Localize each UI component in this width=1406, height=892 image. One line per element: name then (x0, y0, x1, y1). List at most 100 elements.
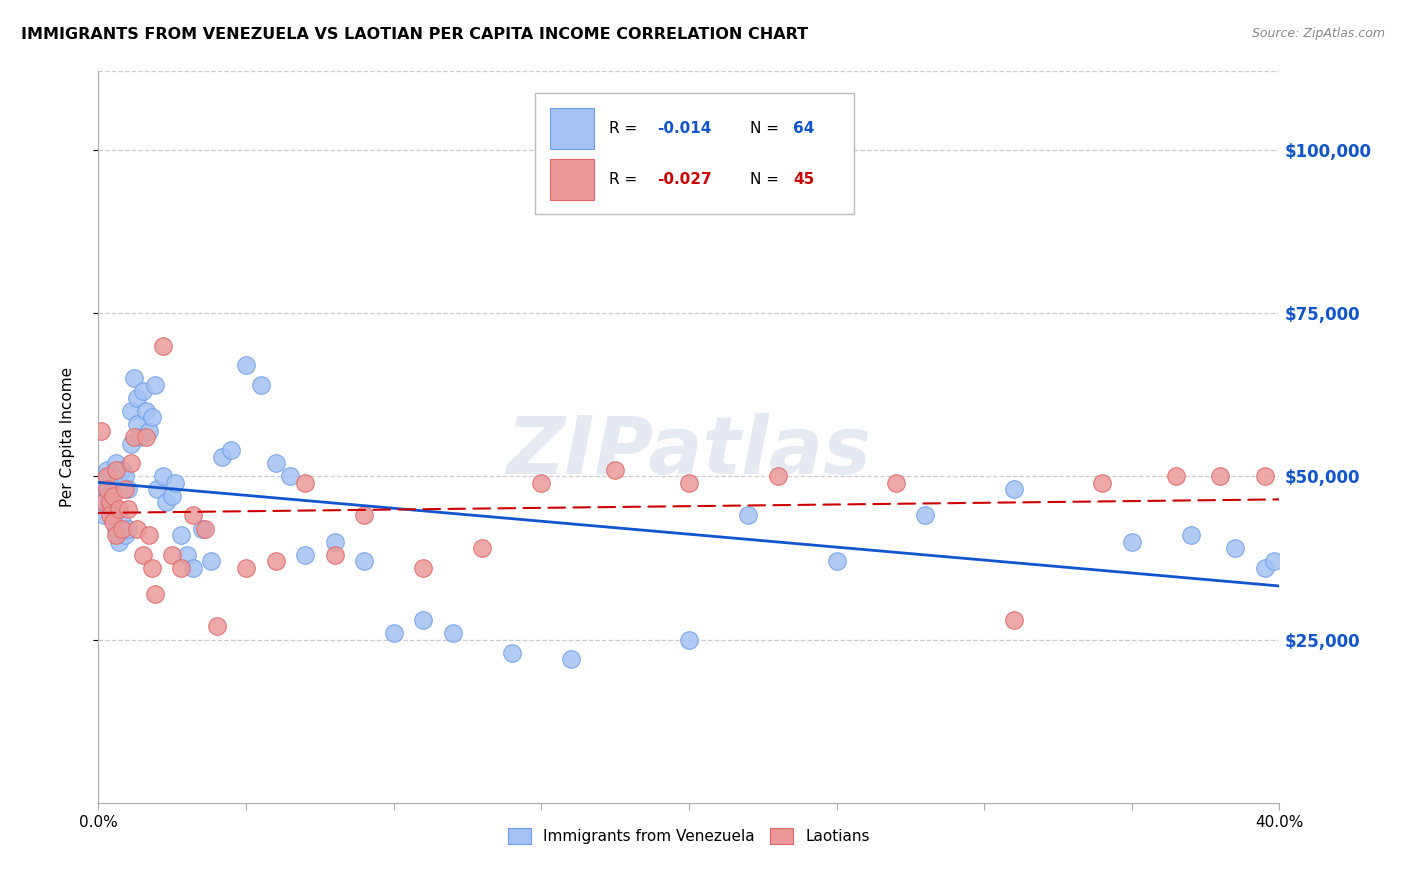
Point (605, 463, 627, 477)
Point (117, 502, 139, 516)
Point (200, 554, 222, 568)
Point (114, 528, 136, 542)
Point (191, 521, 214, 535)
Point (96, 489, 118, 503)
Point (98, 469, 121, 483)
Point (96, 483, 118, 497)
Point (103, 483, 125, 497)
Point (103, 489, 125, 503)
Point (530, 475, 553, 490)
Point (111, 463, 134, 477)
Point (264, 456, 287, 470)
Point (280, 469, 302, 483)
Point (103, 508, 125, 523)
Point (353, 508, 375, 523)
Point (152, 338, 174, 352)
Point (471, 541, 494, 555)
Point (170, 560, 193, 574)
Point (162, 489, 183, 503)
Point (111, 515, 134, 529)
Point (382, 626, 405, 640)
Point (264, 554, 287, 568)
Point (125, 391, 148, 405)
Point (323, 534, 346, 549)
Point (108, 475, 131, 490)
Point (96, 469, 118, 483)
Point (501, 646, 523, 660)
Point (211, 450, 233, 464)
Point (141, 410, 163, 425)
Point (1225, 541, 1247, 555)
Point (294, 548, 316, 562)
Point (1209, 469, 1232, 483)
Point (138, 424, 160, 438)
Point (235, 560, 257, 574)
Text: R =: R = (609, 121, 641, 136)
Point (1121, 534, 1143, 549)
Text: Source: ZipAtlas.com: Source: ZipAtlas.com (1251, 27, 1385, 40)
Text: N =: N = (751, 172, 785, 187)
Text: -0.027: -0.027 (657, 172, 711, 187)
Point (162, 548, 183, 562)
Point (353, 554, 375, 568)
Point (221, 443, 243, 458)
Point (294, 475, 316, 490)
Point (138, 528, 160, 542)
Point (323, 548, 346, 562)
Point (152, 469, 174, 483)
Point (884, 475, 907, 490)
Text: 64: 64 (793, 121, 814, 136)
Point (412, 560, 434, 574)
Point (114, 483, 136, 497)
Point (120, 404, 142, 418)
Point (105, 456, 128, 470)
Point (737, 508, 759, 523)
Point (181, 508, 204, 523)
Point (441, 626, 464, 640)
Point (98, 508, 121, 523)
Y-axis label: Per Capita Income: Per Capita Income (60, 367, 75, 508)
Point (120, 436, 142, 450)
Point (120, 456, 142, 470)
Point (412, 613, 434, 627)
Point (90, 424, 112, 438)
Point (90, 495, 112, 509)
Bar (550, 108, 595, 149)
Point (678, 475, 700, 490)
Point (93, 495, 115, 509)
Point (128, 430, 150, 444)
Point (108, 534, 131, 549)
Text: N =: N = (751, 121, 785, 136)
Text: -0.014: -0.014 (657, 121, 711, 136)
Point (1002, 483, 1025, 497)
Text: IMMIGRANTS FROM VENEZUELA VS LAOTIAN PER CAPITA INCOME CORRELATION CHART: IMMIGRANTS FROM VENEZUELA VS LAOTIAN PER… (21, 27, 808, 42)
Point (135, 430, 157, 444)
Point (132, 384, 155, 399)
Point (1263, 554, 1285, 568)
Point (560, 652, 582, 666)
Point (117, 521, 139, 535)
Bar (550, 160, 595, 200)
Point (117, 483, 139, 497)
Point (93, 508, 115, 523)
Point (132, 548, 155, 562)
Point (181, 560, 204, 574)
Point (235, 358, 257, 372)
Point (93, 483, 115, 497)
FancyBboxPatch shape (536, 94, 855, 214)
Point (165, 475, 187, 490)
Point (194, 521, 217, 535)
Text: R =: R = (609, 172, 641, 187)
Point (1166, 469, 1188, 483)
Point (111, 521, 134, 535)
Point (205, 619, 228, 633)
Point (125, 417, 148, 431)
Point (122, 371, 145, 385)
Point (98, 495, 121, 509)
Point (108, 502, 131, 516)
Point (141, 560, 163, 574)
Point (1002, 613, 1025, 627)
Point (1091, 475, 1114, 490)
Point (176, 548, 198, 562)
Point (250, 377, 273, 392)
